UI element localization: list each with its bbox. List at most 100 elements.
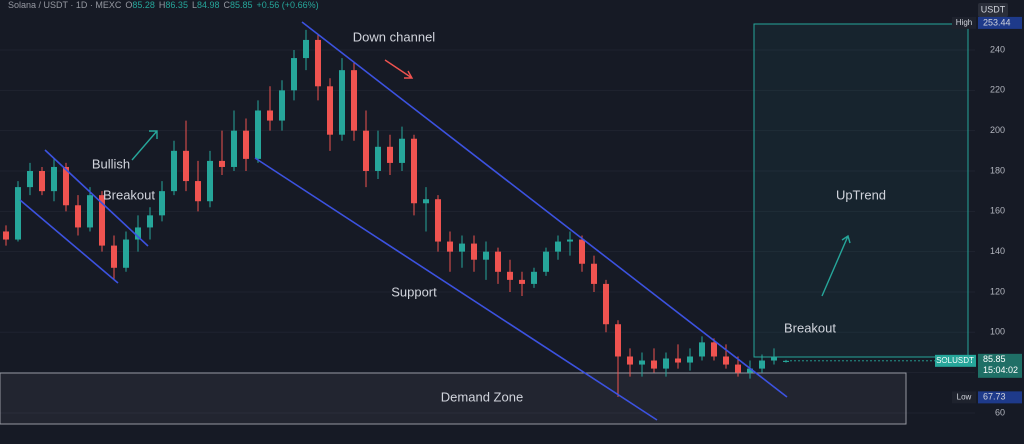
y-tick-label: 160 [990, 206, 1005, 216]
candle-body [411, 138, 417, 204]
header-item: 84.98 [197, 0, 220, 10]
candle-body [255, 110, 261, 159]
candle-body [627, 356, 633, 365]
candle-body [459, 243, 465, 252]
candle-body [327, 86, 333, 135]
candle-body [447, 241, 453, 252]
candle-body [111, 245, 117, 268]
candle-body [135, 227, 141, 240]
candle-body [471, 243, 477, 260]
candle-body [783, 360, 789, 362]
candle-body [171, 150, 177, 192]
currency: USDT [981, 4, 1006, 14]
candle-body [279, 90, 285, 121]
candle-body [351, 70, 357, 131]
candle-body [303, 39, 309, 59]
candle-body [291, 58, 297, 91]
candle-body [99, 195, 105, 246]
uptrend-box [753, 23, 969, 358]
y-tick-label: 120 [990, 286, 1005, 296]
candle-body [519, 279, 525, 284]
candle-body [711, 342, 717, 357]
header-item: 86.35 [165, 0, 188, 10]
y-tick-label: 60 [995, 407, 1005, 417]
candle-body [699, 342, 705, 357]
candle-body [363, 130, 369, 171]
candle-body [555, 241, 561, 252]
candle-body [375, 146, 381, 171]
down-channel-lower [254, 157, 658, 421]
arrow [384, 59, 414, 79]
header-item: Solana / USDT · 1D · MEXC [8, 0, 122, 10]
trendlines [19, 21, 788, 421]
candle-body [243, 130, 249, 159]
candle-body [543, 251, 549, 272]
candle-body [495, 251, 501, 272]
annotation: Support [391, 284, 437, 299]
low-label-bg [952, 391, 976, 404]
annotation: Breakout [103, 187, 155, 202]
candle-body [615, 324, 621, 357]
candle-body [267, 110, 273, 121]
candle-body [735, 364, 741, 373]
candle-body [75, 205, 81, 228]
candle-body [651, 360, 657, 369]
candle-body [63, 166, 69, 206]
candle-body [87, 195, 93, 228]
low-value: 67.73 [983, 392, 1006, 402]
demand-zone [0, 372, 907, 425]
candle-body [195, 181, 201, 202]
candle-body [591, 263, 597, 284]
candle-body [147, 215, 153, 228]
high-value-bg [978, 16, 1022, 29]
candle-body [159, 191, 165, 216]
y-tick-label: 180 [990, 165, 1005, 175]
y-tick-label: 220 [990, 85, 1005, 95]
header-item: H [159, 0, 166, 10]
candle-body [531, 271, 537, 284]
candle-body [603, 283, 609, 325]
candle-body [723, 356, 729, 365]
candle-body [231, 130, 237, 167]
candle-body [3, 231, 9, 240]
candle-body [579, 239, 585, 264]
header-item: 85.28 [132, 0, 155, 10]
y-tick-label: 200 [990, 125, 1005, 135]
candle-body [51, 166, 57, 192]
header-item: L [192, 0, 197, 10]
down-channel-upper [301, 21, 788, 398]
candle-body [423, 199, 429, 204]
flag-lower [19, 199, 119, 284]
last-value: 85.85 [983, 354, 1006, 364]
candles [3, 29, 789, 397]
high-value: 253.44 [983, 17, 1011, 27]
candle-body [675, 358, 681, 363]
high-label: High [956, 18, 972, 27]
annotation: Bullish [92, 156, 130, 171]
header: Solana / USDT · 1D · MEXC O85.28 H86.35 L84… [8, 0, 319, 10]
candle-body [39, 170, 45, 192]
candle-body [399, 138, 405, 163]
last-value-bg [978, 353, 1022, 378]
header-item: 85.85 [230, 0, 253, 10]
annotation: Demand Zone [441, 389, 523, 404]
candle-body [759, 360, 765, 369]
flag-upper [44, 149, 149, 247]
candle-body [387, 146, 393, 163]
high-label-bg [952, 16, 976, 29]
axis-labels: 6080100120140160180200220240High253.44Lo… [935, 16, 1022, 417]
candle-body [687, 356, 693, 363]
candle-body [27, 170, 33, 188]
candle-body [219, 160, 225, 167]
candle-body [663, 358, 669, 369]
candle-body [567, 239, 573, 242]
candle-body [123, 239, 129, 268]
candle-body [747, 368, 753, 373]
arrow [821, 234, 851, 297]
annotation: UpTrend [836, 187, 886, 202]
annotation: Breakout [784, 320, 836, 335]
low-label: Low [957, 392, 972, 401]
candle-body [15, 187, 21, 240]
